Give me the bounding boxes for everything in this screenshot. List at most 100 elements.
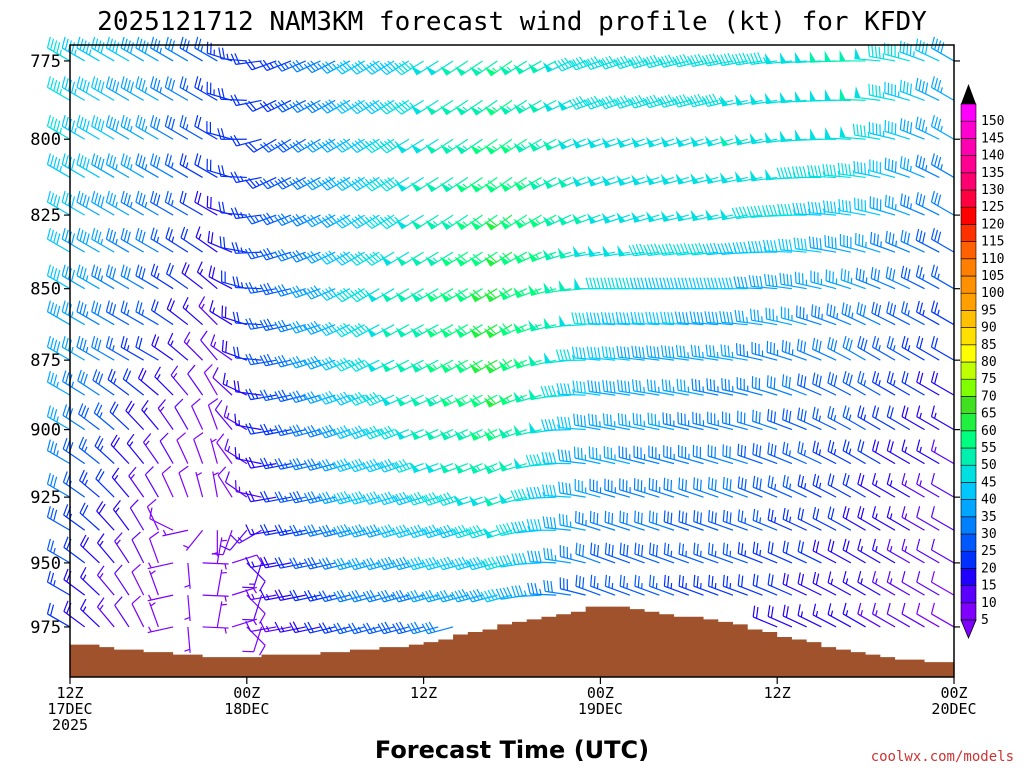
barb-feather [702,243,708,255]
barb-shaft [197,271,218,290]
barb-feather [105,335,110,348]
barb-feather [885,230,888,243]
barb-feather [322,492,329,503]
barb-feather [351,218,361,227]
barb-feather [64,229,69,242]
wind-barb [137,367,159,396]
barb-feather [788,342,791,354]
x-tick-label: 00Z [587,684,614,702]
barb-pennant [469,220,481,230]
barb-half-feather [447,293,453,299]
barb-shaft [915,165,940,178]
barb-feather [46,190,51,203]
barb-half-feather [112,345,115,351]
barb-shaft [559,492,586,498]
barb-feather [347,461,356,472]
barb-feather [793,237,797,249]
barb-feather [728,277,734,289]
barb-shaft [80,608,100,628]
barb-feather [637,543,640,556]
wind-barb [174,398,189,430]
barb-feather [357,357,367,368]
barb-pennant [439,462,450,473]
barb-feather [626,512,628,525]
wind-barb [274,60,306,72]
barb-shaft [634,176,660,186]
barb-feather [91,190,96,203]
wind-barb [288,320,321,334]
barb-shaft [812,582,837,596]
barb-feather [567,383,572,395]
barb-shaft [516,288,542,299]
wind-barb [170,365,189,396]
barb-pennant [469,328,480,338]
barb-shaft [489,288,513,303]
barb-feather [915,116,919,129]
barb-feather [858,269,862,281]
wind-barb [632,412,660,431]
barb-feather [53,156,58,169]
barb-shaft [92,379,115,396]
barb-feather [797,507,801,519]
barb-shaft [765,250,792,253]
barb-feather [752,475,756,488]
barb-feather [909,122,913,134]
barb-shaft [112,509,130,531]
barb-feather [50,78,55,90]
barb-feather [770,574,774,587]
wind-barb [61,227,86,253]
wind-barb [901,472,925,498]
wind-barb [483,428,513,442]
barb-feather [841,302,845,314]
barb-feather [179,190,184,203]
barb-feather [343,524,351,535]
barb-feather [848,339,853,351]
barb-shaft [503,251,528,266]
wind-barb [91,76,115,101]
barb-feather [53,194,58,206]
barb-feather [358,524,366,535]
barb-feather [572,98,580,109]
barb-feather [680,243,686,255]
barb-pennant [439,362,451,373]
barb-feather [900,229,904,242]
barb-feather [351,558,359,570]
barb-pennant [749,169,758,181]
barb-feather [451,527,459,539]
barb-feather [234,447,237,459]
barb-shaft [47,163,71,178]
wind-barb [871,472,896,498]
barb-feather [277,141,287,151]
barb-feather [586,312,590,324]
barb-half-feather [100,238,104,245]
barb-feather [259,645,266,656]
barb-half-feather [269,461,274,468]
barb-feather [476,588,484,600]
barb-feather [608,543,611,556]
barb-pennant [513,64,525,74]
wind-barb [120,227,144,253]
barb-feather [366,180,376,190]
barb-feather [546,580,550,592]
barb-pennant [410,65,422,75]
barb-pennant [734,94,743,106]
wind-barb [842,472,866,498]
barb-feather [612,381,616,393]
barb-feather [755,510,759,522]
barb-feather [105,153,110,165]
barb-feather [123,155,128,167]
barb-half-feather [350,360,355,366]
wind-barb [179,190,203,216]
barb-shaft [135,125,159,140]
barb-feather [574,312,579,324]
barb-shaft [167,342,189,361]
barb-feather [517,489,524,501]
barb-feather [646,56,653,68]
barb-shaft [782,452,807,465]
barb-feather [362,623,370,634]
barb-feather [138,78,143,90]
barb-shaft [812,383,837,396]
barb-shaft [855,243,881,253]
barb-feather [79,116,84,129]
barb-shaft [693,585,719,596]
